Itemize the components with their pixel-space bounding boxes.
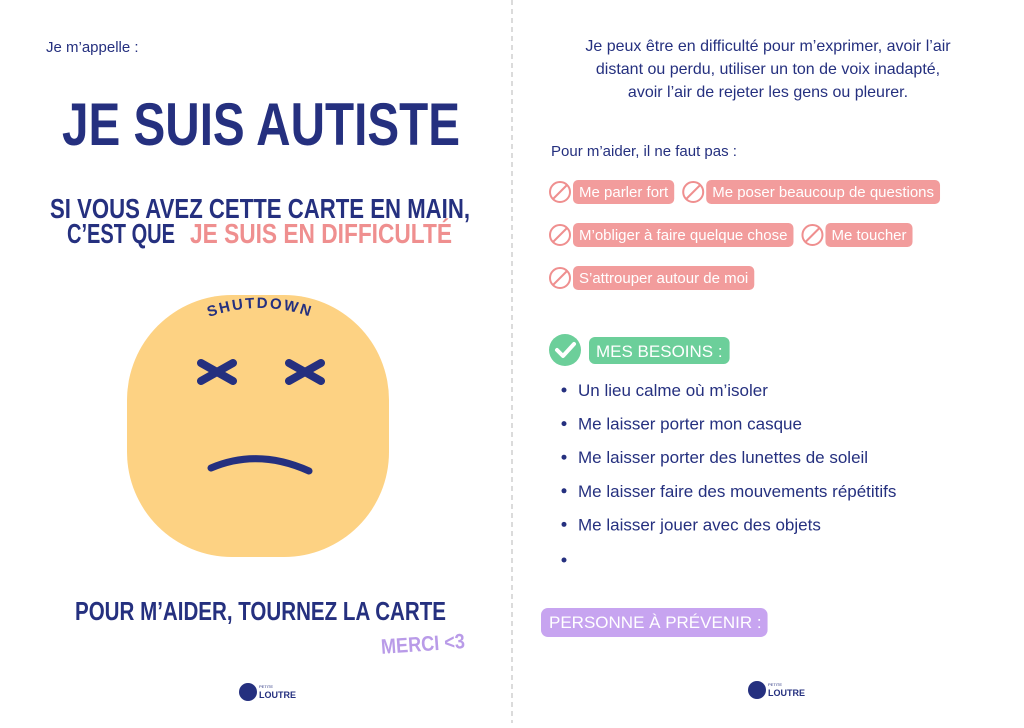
- dont-pill: [825, 223, 913, 247]
- dont-text: M’obliger à faire quelque chose: [579, 227, 787, 244]
- dont-item: S’attrouper autour de moi: [549, 266, 755, 290]
- dont-item: Me parler fort: [549, 180, 675, 204]
- name-label: Je m’appelle :: [46, 39, 139, 56]
- bullet: [561, 488, 567, 494]
- dont-icon-slash: [552, 227, 568, 243]
- check-icon: [549, 334, 581, 366]
- intro-line: avoir l’air de rejeter les gens ou pleur…: [628, 84, 908, 101]
- subtitle-line: SI VOUS AVEZ CETTE CARTE EN MAIN,: [50, 193, 470, 224]
- dont-icon: [549, 181, 571, 203]
- contact-label: PERSONNE À PRÉVENIR :: [549, 613, 762, 632]
- dont-icon-slash: [685, 184, 701, 200]
- mouth: [207, 455, 313, 475]
- needs-pill: [589, 337, 730, 364]
- needs-label: MES BESOINS :: [596, 342, 723, 361]
- subtitle-prefix: C’EST QUE: [67, 218, 175, 249]
- dont-icon: [682, 181, 705, 203]
- need-item: Un lieu calme où m’isoler: [578, 381, 768, 400]
- footer: POUR M’AIDER, TOURNEZ LA CARTE: [75, 596, 446, 626]
- dont-text: Me parler fort: [579, 184, 669, 201]
- dont-label: Pour m’aider, il ne faut pas :: [551, 143, 737, 160]
- dont-icon-slash: [552, 184, 568, 200]
- subtitle-highlight: JE SUIS EN DIFFICULTÉ: [190, 218, 452, 249]
- logo-bottom: LOUTRE: [259, 690, 296, 700]
- dont-pill: [573, 223, 794, 247]
- intro-line: Je peux être en difficulté pour m’exprim…: [585, 38, 951, 55]
- dont-icon: [801, 224, 824, 246]
- dont-icon-slash: [552, 270, 568, 286]
- thanks: MERCI <3: [380, 630, 465, 659]
- bullet: [561, 521, 567, 527]
- dont-item: M’obliger à faire quelque chose: [549, 223, 794, 247]
- logo-icon: [748, 681, 766, 699]
- dont-item: Me toucher: [801, 223, 913, 247]
- logo-top: PETITE: [259, 684, 273, 689]
- need-item: Me laisser faire des mouvements répétiti…: [578, 482, 896, 501]
- dont-icon: [549, 224, 571, 246]
- need-item: Me laisser porter des lunettes de soleil: [578, 448, 868, 467]
- empty-bullet: [561, 557, 567, 563]
- intro: Je peux être en difficulté pour m’exprim…: [585, 38, 951, 101]
- need-item: Me laisser porter mon casque: [578, 415, 802, 434]
- dont-text: Me toucher: [831, 227, 906, 244]
- dont-icon-slash: [804, 227, 821, 243]
- dont-icon: [549, 267, 571, 289]
- bullet: [561, 387, 567, 393]
- dont-pill: [573, 180, 675, 204]
- logo-top: PETITE: [768, 682, 782, 687]
- face: [127, 295, 389, 557]
- dont-pill: [573, 266, 755, 290]
- dont-pill: [706, 180, 941, 204]
- dont-text: S’attrouper autour de moi: [579, 270, 748, 287]
- contact-pill: [541, 608, 768, 637]
- bullet: [561, 421, 567, 427]
- title: JE SUIS AUTISTE: [62, 91, 460, 158]
- dont-text: Me poser beaucoup de questions: [712, 184, 934, 201]
- intro-line: distant ou perdu, utiliser un ton de voi…: [596, 61, 940, 78]
- needs-list: Un lieu calme où m’isoler Me laisser port…: [561, 381, 896, 534]
- dont-list: Me parler fort Me poser beaucoup de quest…: [549, 180, 941, 290]
- check-mark: [555, 342, 576, 358]
- logo-bottom: LOUTRE: [768, 688, 805, 698]
- dont-item: Me poser beaucoup de questions: [682, 180, 941, 204]
- eyes: [197, 359, 325, 385]
- logo-icon: [239, 683, 257, 701]
- bullet: [561, 454, 567, 460]
- need-item: Me laisser jouer avec des objets: [578, 515, 821, 534]
